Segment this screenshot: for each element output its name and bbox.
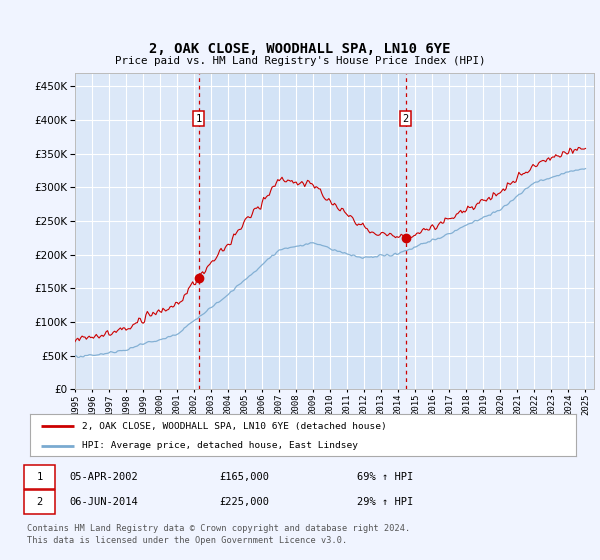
Text: 1: 1 (37, 472, 43, 482)
Text: 2: 2 (403, 114, 409, 124)
Text: 2, OAK CLOSE, WOODHALL SPA, LN10 6YE (detached house): 2, OAK CLOSE, WOODHALL SPA, LN10 6YE (de… (82, 422, 386, 431)
Text: 2, OAK CLOSE, WOODHALL SPA, LN10 6YE: 2, OAK CLOSE, WOODHALL SPA, LN10 6YE (149, 42, 451, 56)
Text: 1: 1 (196, 114, 202, 124)
Text: Contains HM Land Registry data © Crown copyright and database right 2024.
This d: Contains HM Land Registry data © Crown c… (27, 524, 410, 545)
Text: 69% ↑ HPI: 69% ↑ HPI (357, 472, 413, 482)
Text: 06-JUN-2014: 06-JUN-2014 (69, 497, 138, 507)
Text: £165,000: £165,000 (219, 472, 269, 482)
Bar (199, 73, 406, 389)
Text: 05-APR-2002: 05-APR-2002 (69, 472, 138, 482)
Text: HPI: Average price, detached house, East Lindsey: HPI: Average price, detached house, East… (82, 441, 358, 450)
Text: Price paid vs. HM Land Registry's House Price Index (HPI): Price paid vs. HM Land Registry's House … (115, 56, 485, 66)
Text: 29% ↑ HPI: 29% ↑ HPI (357, 497, 413, 507)
Text: 2: 2 (37, 497, 43, 507)
Text: £225,000: £225,000 (219, 497, 269, 507)
